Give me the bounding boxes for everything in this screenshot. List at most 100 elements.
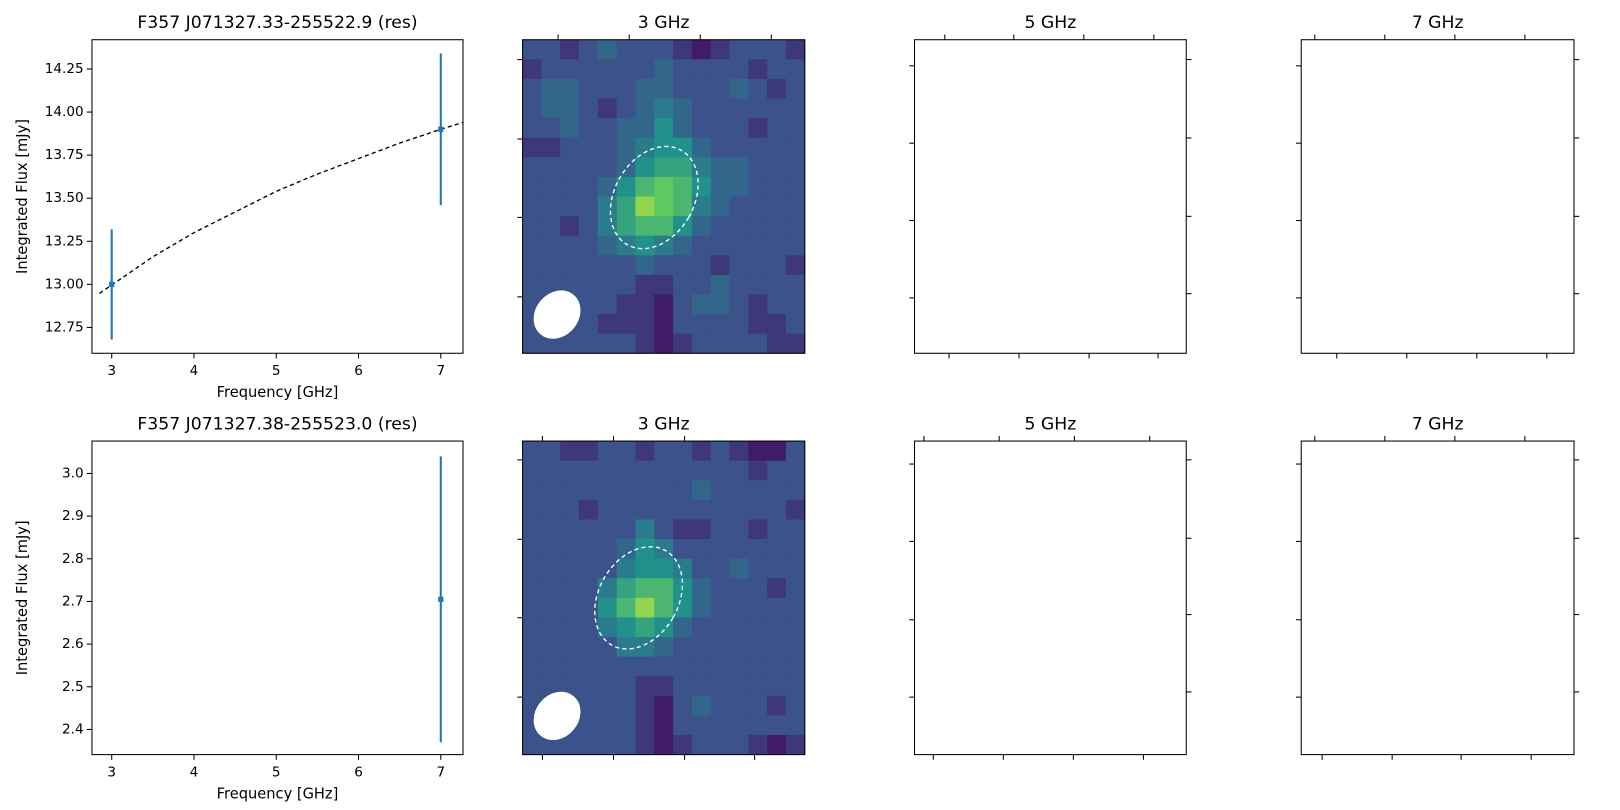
pixel [579,480,599,501]
pixel [767,255,787,276]
pixel [691,274,712,295]
pixel [729,441,749,462]
pixel [579,597,599,618]
pixel [654,314,674,335]
pixel [785,59,806,80]
pixel [729,460,749,481]
pixel [541,539,561,560]
pixel [710,656,730,677]
pixel [785,78,806,99]
pixel [635,78,655,99]
pixel [767,274,787,295]
pixel [729,597,749,618]
pixel [767,558,787,579]
pixel [691,78,712,99]
panel: 3 GHz [517,13,806,354]
pixel [767,157,787,178]
x-tick-label: 4 [190,764,199,780]
y-tick-label: 12.75 [45,319,84,335]
pixel [579,695,599,716]
pixel [654,441,674,462]
pixel [785,157,806,178]
pixel [710,274,730,295]
pixel [748,441,768,462]
pixel [673,274,693,295]
pixel [541,137,561,158]
y-tick-label: 13.75 [45,147,84,163]
pixel [710,255,730,276]
pixel [748,460,768,481]
pixel [597,441,618,462]
panel: F357 J071327.38-255523.0 (res) 3 4 5 6 7 2.4 2.… [14,414,464,802]
pixel [767,216,787,237]
pixel [691,333,712,354]
pixel [522,196,542,217]
pixel [710,98,730,119]
pixel [597,637,618,658]
pixel [729,176,749,197]
pixel [616,597,636,618]
x-tick-label: 5 [272,764,281,780]
pixel [635,196,655,217]
pixel [654,294,674,315]
pixel [785,617,806,638]
pixel [522,216,542,237]
pixel [691,695,712,716]
pixel [710,480,730,501]
pixel [729,656,749,677]
pixel [691,617,712,638]
pixel [729,539,749,560]
pixel [748,196,768,217]
pixel [635,735,655,756]
pixel [541,255,561,276]
pixel [748,235,768,256]
pixel [635,441,655,462]
pixel [748,519,768,540]
pixel [579,294,599,315]
panel-title: 5 GHz [1024,414,1076,434]
pixel [616,255,636,276]
pixel [541,235,561,256]
pixel [673,294,693,315]
pixel [729,59,749,80]
pixel [729,255,749,276]
y-tick-label: 2.5 [62,679,84,695]
pixel [748,216,768,237]
pixel [560,196,580,217]
pixel [785,333,806,354]
source-ellipse [609,145,699,250]
pixel [748,539,768,560]
frame [522,39,806,354]
pixel [541,656,561,677]
pixel [785,597,806,618]
pixel [597,137,618,158]
pixel [522,597,542,618]
y-tick-label: 3.0 [62,465,84,481]
frame [913,39,1187,354]
pixel [691,59,712,80]
pixel [673,637,693,658]
pixel [654,715,674,736]
pixel [654,216,674,237]
pixel [748,274,768,295]
pixel [654,617,674,638]
y-tick-label: 13.00 [45,276,84,292]
pixel [785,98,806,119]
pixel [522,539,542,560]
pixel [767,597,787,618]
pixel [541,216,561,237]
pixel [710,78,730,99]
pixel [579,255,599,276]
pixel [579,314,599,335]
pixel [691,294,712,315]
pixel [635,539,655,560]
y-axis-label: Integrated Flux [mJy] [14,520,31,675]
pixel [635,216,655,237]
pixel [635,333,655,354]
pixel [748,480,768,501]
pixel [691,558,712,579]
panel-title: 3 GHz [638,414,690,434]
pixel [579,460,599,481]
pixel [616,735,636,756]
